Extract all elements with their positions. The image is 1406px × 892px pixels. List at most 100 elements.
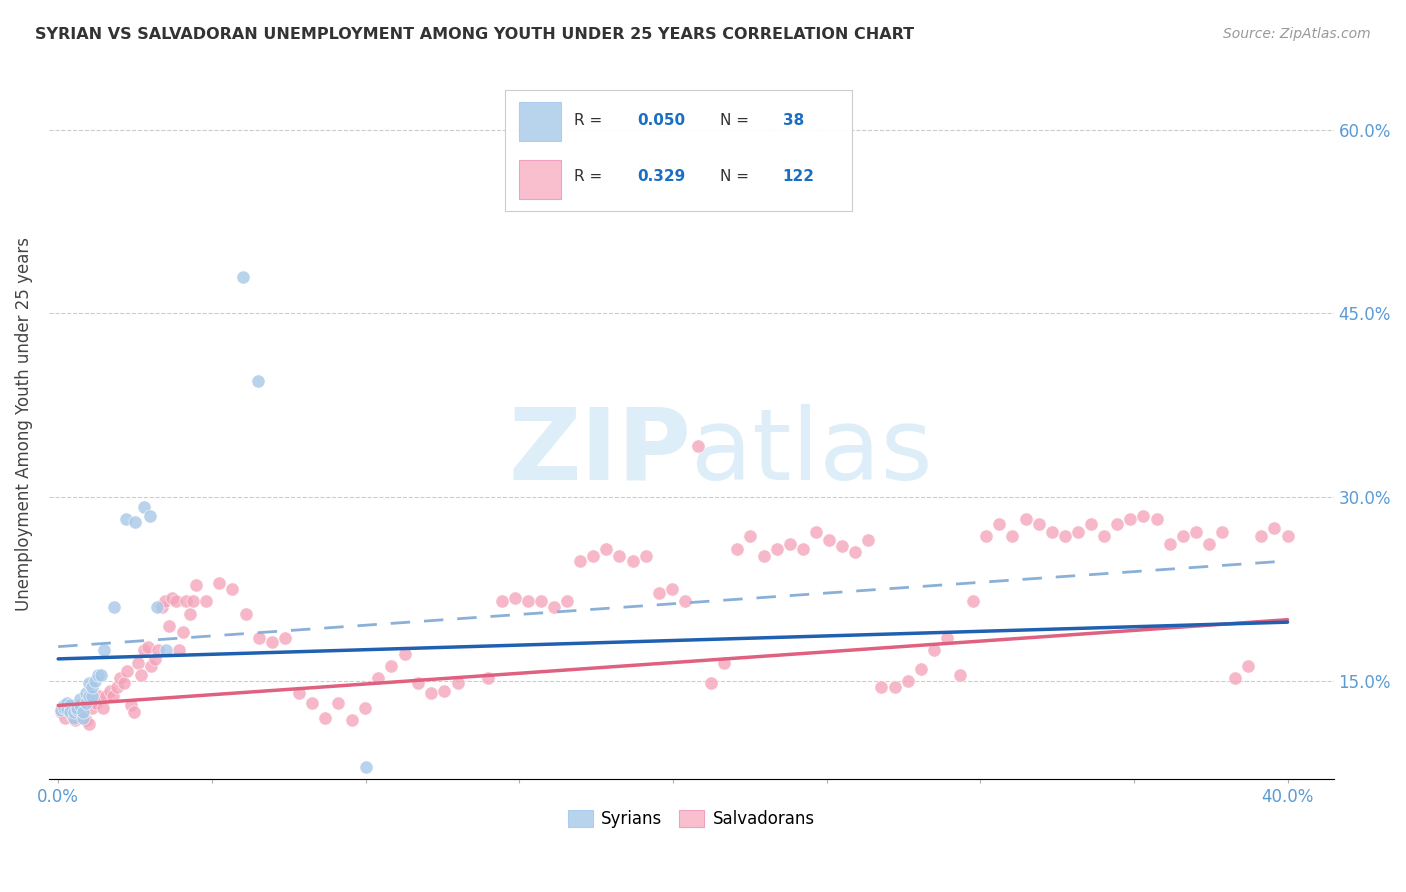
- Point: [595, 541, 617, 556]
- Point: [80, 689, 103, 703]
- Point: [477, 672, 499, 686]
- Point: [367, 672, 389, 686]
- Point: [1263, 521, 1285, 535]
- Point: [516, 594, 538, 608]
- Point: [98, 683, 121, 698]
- Point: [129, 668, 152, 682]
- Point: [1159, 537, 1181, 551]
- Point: [235, 607, 257, 621]
- Point: [974, 529, 997, 543]
- Point: [1223, 672, 1246, 686]
- Point: [221, 582, 243, 596]
- Point: [124, 515, 146, 529]
- Point: [77, 716, 100, 731]
- Point: [609, 549, 631, 563]
- Point: [1092, 529, 1115, 543]
- Point: [93, 643, 115, 657]
- Point: [1040, 524, 1063, 539]
- Point: [936, 631, 959, 645]
- Point: [174, 594, 197, 608]
- Point: [172, 624, 194, 639]
- Point: [181, 594, 204, 608]
- Point: [870, 680, 893, 694]
- Point: [67, 705, 90, 719]
- Point: [62, 711, 84, 725]
- Point: [792, 541, 814, 556]
- Point: [157, 619, 180, 633]
- Point: [148, 643, 170, 657]
- Point: [70, 698, 93, 713]
- Point: [818, 533, 841, 547]
- Point: [66, 703, 89, 717]
- Point: [167, 643, 190, 657]
- Point: [910, 662, 932, 676]
- Point: [53, 698, 76, 713]
- Point: [160, 591, 183, 605]
- Point: [274, 631, 297, 645]
- Point: [69, 698, 91, 713]
- Point: [380, 659, 402, 673]
- Point: [194, 594, 217, 608]
- Point: [1080, 517, 1102, 532]
- Point: [112, 676, 135, 690]
- Point: [120, 698, 142, 713]
- Point: [949, 668, 972, 682]
- Point: [1277, 529, 1299, 543]
- Point: [53, 701, 76, 715]
- Point: [1185, 524, 1208, 539]
- Point: [155, 594, 177, 608]
- Point: [804, 524, 827, 539]
- Point: [648, 586, 671, 600]
- Point: [51, 703, 73, 717]
- Point: [91, 701, 114, 715]
- Point: [56, 696, 79, 710]
- Point: [143, 652, 166, 666]
- Point: [858, 533, 880, 547]
- Point: [1146, 512, 1168, 526]
- Point: [75, 713, 97, 727]
- Point: [752, 549, 775, 563]
- Point: [1119, 512, 1142, 526]
- Point: [765, 541, 787, 556]
- Point: [80, 680, 103, 694]
- Point: [1107, 517, 1129, 532]
- Point: [740, 529, 762, 543]
- Point: [66, 701, 89, 715]
- Y-axis label: Unemployment Among Youth under 25 years: Unemployment Among Youth under 25 years: [15, 236, 32, 611]
- Point: [354, 759, 377, 773]
- Point: [59, 705, 82, 719]
- Point: [686, 439, 709, 453]
- Point: [260, 634, 283, 648]
- Point: [831, 539, 853, 553]
- Point: [84, 673, 107, 688]
- Point: [84, 696, 107, 710]
- Point: [127, 656, 149, 670]
- Point: [1198, 537, 1220, 551]
- Point: [621, 554, 644, 568]
- Point: [122, 705, 145, 719]
- Point: [1237, 659, 1260, 673]
- Point: [114, 512, 136, 526]
- Point: [165, 594, 187, 608]
- Point: [582, 549, 605, 563]
- Point: [897, 673, 920, 688]
- Point: [247, 631, 270, 645]
- Point: [569, 554, 592, 568]
- Point: [56, 702, 79, 716]
- Point: [103, 600, 125, 615]
- Point: [922, 643, 945, 657]
- Text: Source: ZipAtlas.com: Source: ZipAtlas.com: [1223, 27, 1371, 41]
- Point: [145, 600, 167, 615]
- Point: [115, 664, 138, 678]
- Point: [179, 607, 201, 621]
- Point: [62, 705, 84, 719]
- Point: [555, 594, 578, 608]
- Point: [141, 659, 163, 673]
- Point: [75, 696, 97, 710]
- Point: [232, 269, 254, 284]
- Point: [77, 689, 100, 703]
- Text: SYRIAN VS SALVADORAN UNEMPLOYMENT AMONG YOUTH UNDER 25 YEARS CORRELATION CHART: SYRIAN VS SALVADORAN UNEMPLOYMENT AMONG …: [35, 27, 914, 42]
- Point: [725, 541, 748, 556]
- Point: [87, 668, 110, 682]
- Point: [96, 689, 118, 703]
